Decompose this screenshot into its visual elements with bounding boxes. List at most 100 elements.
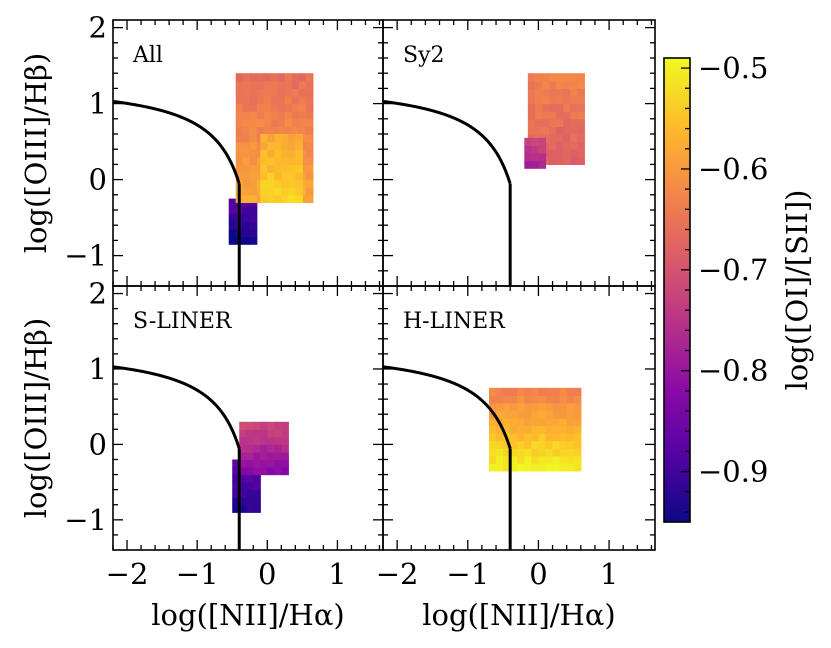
heatmap-cell [246, 444, 254, 453]
heatmap-cell [570, 156, 578, 165]
heatmap-cell [281, 467, 289, 476]
heatmap-cell [541, 118, 550, 127]
y-tick-label: 1 [89, 352, 107, 386]
heatmap-cells-h-liner [488, 387, 582, 472]
heatmap-cell [242, 126, 251, 135]
heatmap-cell [541, 96, 550, 105]
demarcation-curve-s-liner [113, 365, 241, 450]
heatmap-cell [570, 111, 578, 120]
heatmap-cell [235, 126, 244, 135]
heatmap-cell [242, 221, 251, 230]
y-tick-label: 0 [89, 427, 107, 461]
heatmap-cell [577, 134, 585, 143]
heatmap-cell [570, 80, 578, 89]
heatmap-cell [577, 141, 585, 150]
colorbar-tick-label: −0.5 [698, 51, 768, 85]
y-tick-label: 0 [89, 163, 107, 197]
heatmap-cell [545, 448, 554, 457]
heatmap-cell [577, 126, 585, 135]
heatmap-cell [566, 463, 575, 472]
heatmap-cell [270, 118, 279, 127]
heatmap-cell [295, 187, 303, 196]
heatmap-cell [538, 418, 547, 427]
heatmap-cell [534, 80, 543, 89]
heatmap-cell [274, 459, 282, 468]
heatmap-cell [284, 88, 293, 97]
heatmap-cell [246, 504, 254, 513]
y-tick-label: 2 [89, 11, 107, 45]
heatmap-cell [570, 126, 578, 135]
heatmap-cell [249, 134, 258, 143]
heatmap-cell [538, 395, 547, 404]
ticks-sy2 [382, 20, 655, 286]
heatmap-cell [281, 421, 289, 430]
heatmap-cell [256, 88, 265, 97]
heatmap-cell [573, 402, 582, 412]
heatmap-cell [242, 236, 251, 245]
heatmap-cell [232, 467, 240, 476]
heatmap-cell [235, 141, 244, 150]
heatmap-cell [277, 73, 286, 82]
heatmap-cell [496, 395, 504, 404]
heatmap-cell [552, 440, 561, 449]
heatmap-cell [541, 73, 550, 82]
heatmap-cell [281, 156, 289, 165]
y-tick-label: −1 [64, 239, 107, 273]
heatmap-cell [524, 137, 532, 146]
heatmap-cell [305, 134, 314, 143]
y-axis-label-bottom: log([OIII]/Hβ) [19, 318, 53, 519]
heatmap-cell [531, 153, 540, 162]
heatmap-cell [545, 455, 554, 464]
heatmap-cell [496, 463, 504, 472]
heatmap-cell [281, 429, 289, 438]
heatmap-cell [249, 80, 258, 89]
heatmap-cell [563, 111, 571, 120]
heatmap-cell [577, 149, 585, 158]
heatmap-cell [228, 213, 237, 222]
heatmap-cell [298, 118, 307, 127]
heatmap-cell [235, 164, 244, 173]
x-tick-label: 0 [258, 557, 276, 591]
heatmap-cell [288, 141, 296, 150]
heatmap-cell [260, 451, 268, 461]
heatmap-cell [573, 440, 582, 449]
heatmap-cell [510, 455, 518, 464]
heatmap-cell [298, 73, 307, 82]
heatmap-cell [517, 448, 525, 457]
heatmap-cell [291, 96, 300, 105]
heatmap-cell [274, 429, 282, 438]
heatmap-cell [274, 134, 282, 143]
heatmap-cell [277, 103, 286, 112]
demarcation-curve-h-liner [383, 365, 512, 450]
heatmap-cell [538, 153, 547, 162]
heatmap-cell [267, 141, 275, 150]
heatmap-cell [253, 467, 261, 476]
heatmap-cell [263, 126, 272, 135]
colorbar-label: log([OI]/[SII]) [780, 190, 814, 391]
heatmap-cell [566, 395, 575, 404]
heatmap-cell [517, 433, 525, 442]
heatmap-cell [253, 459, 261, 468]
heatmap-cell [531, 410, 540, 419]
heatmap-cell [559, 448, 568, 457]
heatmap-cell [246, 429, 254, 438]
heatmap-cell [232, 459, 240, 468]
heatmap-cell [503, 402, 511, 412]
heatmap-cell [284, 118, 293, 127]
heatmap-cell [246, 436, 254, 445]
heatmap-cell [488, 455, 497, 464]
y-tick-label: −1 [64, 503, 107, 537]
heatmap-cell [256, 103, 265, 112]
heatmap-cell [538, 145, 547, 154]
heatmap-cell [235, 80, 244, 89]
heatmap-cell [253, 474, 261, 483]
heatmap-cell [517, 455, 525, 464]
heatmap-cell [242, 103, 251, 112]
heatmap-cell [552, 387, 561, 396]
heatmap-cell [249, 194, 258, 203]
heatmap-cell [249, 149, 258, 158]
heatmap-cell [249, 96, 258, 105]
heatmap-cell [284, 103, 293, 112]
heatmap-cell [524, 395, 532, 404]
colorbar-tick-label: −0.9 [698, 455, 768, 489]
